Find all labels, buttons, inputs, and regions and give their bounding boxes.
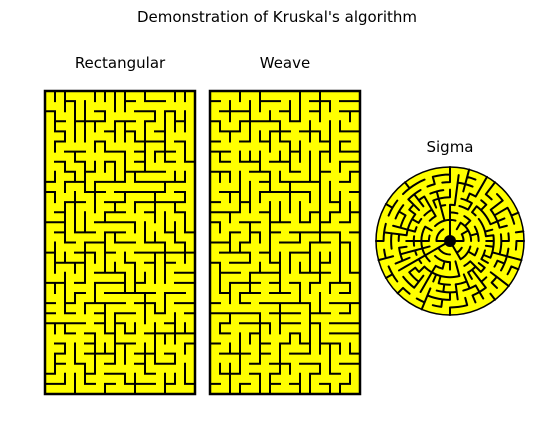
sigma-maze-border <box>375 166 525 316</box>
weave-maze <box>208 89 362 396</box>
rectangular-title: Rectangular <box>75 54 166 72</box>
sigma-title: Sigma <box>426 138 473 156</box>
sigma-maze <box>375 166 525 316</box>
rectangular-maze-walls <box>44 90 196 395</box>
sigma-maze-center <box>444 235 456 247</box>
weave-maze-walls <box>209 90 361 395</box>
figure-title: Demonstration of Kruskal's algorithm <box>137 8 417 26</box>
weave-maze-border <box>208 89 362 396</box>
weave-title: Weave <box>260 54 310 72</box>
rectangular-maze <box>43 89 197 396</box>
sigma-maze-walls <box>375 166 525 316</box>
rectangular-maze-border <box>43 89 197 396</box>
